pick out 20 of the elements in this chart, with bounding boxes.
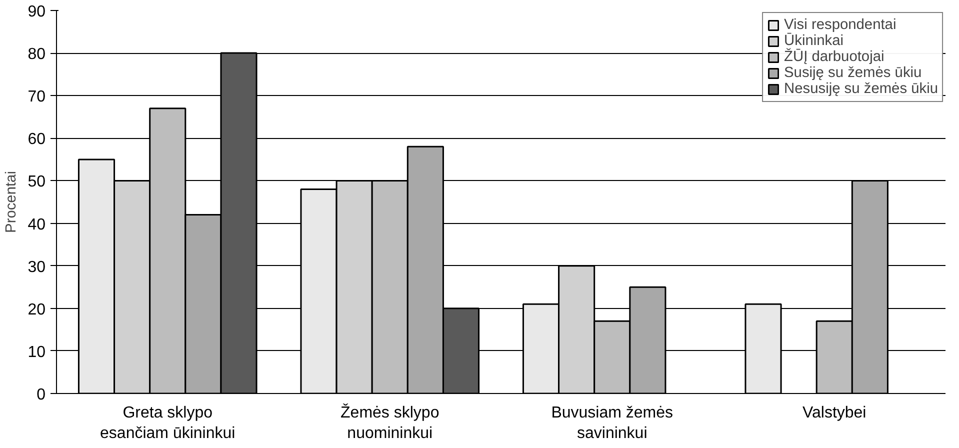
y-tick-label: 40 bbox=[28, 216, 46, 234]
y-tick-label: 0 bbox=[36, 386, 46, 404]
y-axis-title: Procentai bbox=[4, 171, 20, 233]
legend-label: Susiję su žemės ūkiu bbox=[784, 65, 922, 81]
y-tick-label: 70 bbox=[28, 88, 46, 106]
y-tick-label: 60 bbox=[28, 131, 46, 148]
y-tick-label: 30 bbox=[28, 258, 46, 276]
x-tick-label: Valstybei bbox=[802, 404, 866, 422]
y-tick-label: 50 bbox=[28, 174, 46, 191]
legend-label: Ūkininkai bbox=[784, 33, 844, 49]
legend-label: Visi respondentai bbox=[784, 17, 896, 33]
x-tick-label: Greta sklypo esančiam ūkininkui bbox=[100, 404, 236, 442]
x-tick-label: Žemės sklypo nuomininkui bbox=[340, 404, 440, 442]
y-tick-label: 80 bbox=[28, 46, 46, 64]
y-tick-label: 90 bbox=[28, 4, 46, 20]
y-tick-label: 20 bbox=[28, 301, 46, 318]
y-tick-label: 10 bbox=[28, 344, 46, 361]
legend-label: Nesusiję su žemės ūkiu bbox=[784, 81, 938, 97]
x-tick-label: Buvusiam žemės savininkui bbox=[551, 404, 674, 442]
legend-label: ŽŪĮ darbuotojai bbox=[784, 49, 884, 65]
